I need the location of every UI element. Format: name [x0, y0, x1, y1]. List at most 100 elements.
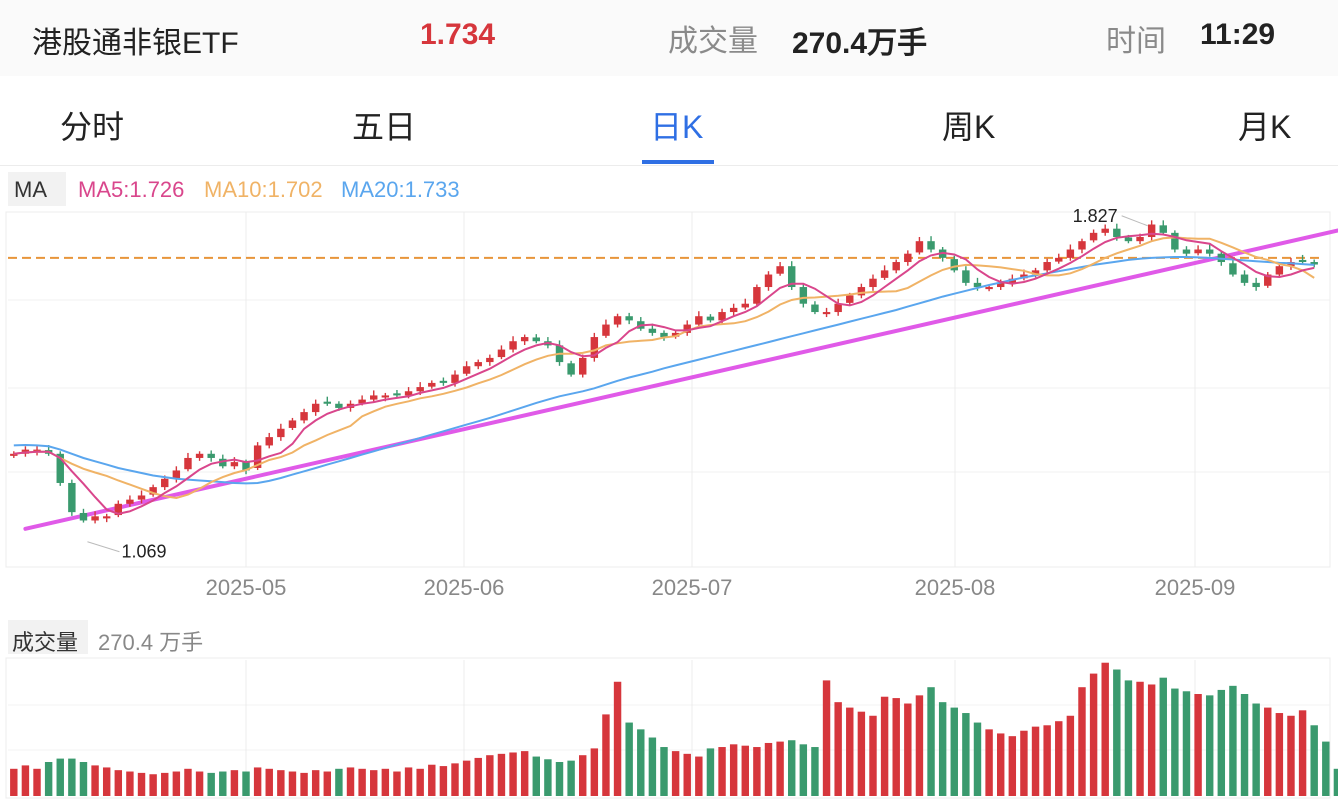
volume-bar [439, 766, 448, 796]
candle-body [950, 259, 958, 271]
candle-body [625, 316, 633, 321]
volume-bar [880, 696, 889, 796]
volume-bar [741, 745, 749, 796]
volume-bar [1031, 726, 1040, 796]
candle-body [497, 349, 506, 358]
volume-bar [660, 747, 668, 796]
candle-body [1031, 270, 1040, 275]
candle-body [161, 478, 169, 488]
volume-bar [219, 771, 227, 796]
volume-bar [1275, 713, 1284, 796]
candle-body [33, 449, 41, 452]
candle-body [1240, 274, 1249, 283]
x-axis-labels: 2025-05 2025-06 2025-07 2025-08 2025-09 [206, 575, 1236, 600]
candle-body [1182, 249, 1191, 254]
volume-bar [79, 762, 88, 796]
low-pointer [87, 541, 120, 553]
volume-bar [1171, 688, 1179, 796]
candle-body [451, 374, 459, 383]
volume-bar [520, 751, 529, 796]
candle-body [195, 453, 204, 458]
volume-bar [1159, 677, 1167, 796]
volume-bar [126, 771, 134, 796]
candle-body [532, 337, 540, 342]
candle-body [207, 453, 215, 458]
volume-bar [509, 752, 517, 796]
volume-bar [44, 762, 53, 796]
volume-bar [892, 698, 900, 796]
candle-body [764, 274, 773, 288]
volume-bar [184, 768, 192, 796]
candle-body [892, 262, 900, 271]
volume-bar [753, 747, 761, 796]
candle-body [1264, 274, 1272, 286]
candle-body [811, 304, 819, 313]
volume-bar [370, 770, 378, 796]
candle-body [590, 337, 599, 358]
tab-intraday[interactable]: 分时 [60, 109, 125, 145]
volume-tag[interactable]: 成交量 [8, 620, 88, 655]
candle-body [1136, 237, 1144, 242]
volume-bar [1078, 687, 1086, 796]
volume-bar [311, 770, 320, 796]
candle-body [671, 332, 680, 337]
candle-body [428, 382, 436, 387]
ma-tag[interactable]: MA [8, 172, 66, 206]
x-tick-label: 2025-06 [424, 575, 505, 600]
volume-bar [1240, 694, 1249, 796]
candle-body [706, 316, 715, 321]
candle-body [1078, 241, 1086, 250]
volume-bar [404, 767, 413, 796]
candle-body [520, 337, 529, 342]
candle-body [1159, 225, 1167, 233]
candle-body [253, 445, 262, 468]
candle-body [311, 403, 320, 413]
volume-bar [207, 772, 215, 796]
candle-body [10, 453, 18, 456]
volume-bar [1205, 695, 1214, 796]
candle-body [230, 462, 239, 467]
candle-body [277, 428, 285, 438]
volume-legend-value: 270.4 万手 [98, 630, 204, 655]
fund-name: 港股通非银ETF [32, 27, 239, 60]
tab-weekly-k[interactable]: 周K [942, 109, 996, 145]
candle-body [56, 453, 64, 483]
tab-five-day[interactable]: 五日 [352, 109, 417, 145]
tab-monthly-k[interactable]: 月K [1238, 109, 1292, 145]
candle-body [509, 341, 517, 350]
volume-bar [1113, 669, 1121, 796]
tab-daily-k[interactable]: 日K [650, 109, 704, 145]
candle-body [462, 366, 471, 374]
volume-bar [915, 695, 924, 796]
volume-bar [277, 770, 285, 796]
volume-bar [172, 771, 181, 796]
volume-bar [811, 747, 819, 796]
candle-body [416, 387, 424, 392]
candle-body [985, 287, 993, 290]
low-label: 1.069 [121, 542, 166, 562]
candle-body [915, 241, 924, 253]
volume-bar [799, 744, 808, 796]
volume-bar [648, 737, 657, 796]
volume-bar [33, 768, 41, 796]
candle-body [567, 363, 575, 375]
volume-bar [323, 771, 332, 796]
ma20-line [13, 256, 1315, 485]
candle-body [1194, 249, 1202, 254]
volume-bar [161, 772, 169, 796]
volume-bar [114, 770, 123, 796]
candle-body [1275, 266, 1284, 275]
volume-bar [56, 758, 64, 796]
candle-body [1252, 282, 1260, 288]
candle-body [404, 391, 413, 396]
volume-bar [1008, 736, 1017, 796]
candle-body [300, 412, 308, 421]
volume-bar [869, 715, 877, 796]
candle-body [822, 312, 831, 315]
volume-bar [938, 702, 947, 796]
candle-body [126, 499, 134, 504]
volume-bar [137, 772, 146, 796]
candle-body [1043, 262, 1051, 271]
volume-bar [451, 763, 459, 796]
